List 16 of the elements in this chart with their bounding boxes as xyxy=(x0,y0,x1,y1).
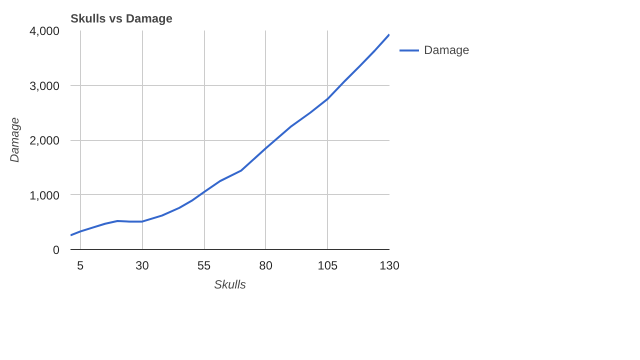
y-tick-label: 0 xyxy=(52,243,60,257)
x-axis-title: Skulls xyxy=(214,278,246,292)
x-tick-label: 5 xyxy=(77,258,84,272)
y-tick-label: 4,000 xyxy=(29,24,60,38)
x-tick-label: 55 xyxy=(197,258,212,272)
x-tick-label: 30 xyxy=(136,258,150,272)
x-tick-label: 80 xyxy=(259,258,273,272)
line-series xyxy=(70,33,390,236)
y-tick-label: 2,000 xyxy=(29,134,60,148)
y-tick-label: 3,000 xyxy=(29,78,60,93)
x-tick-label: 105 xyxy=(318,258,338,272)
y-axis-title: Damage xyxy=(7,116,22,163)
y-tick-label: 1,000 xyxy=(29,188,60,202)
x-tick-label: 130 xyxy=(379,258,400,272)
legend-label: Damage xyxy=(424,43,470,57)
chart-title: Skulls vs Damage xyxy=(70,12,173,26)
